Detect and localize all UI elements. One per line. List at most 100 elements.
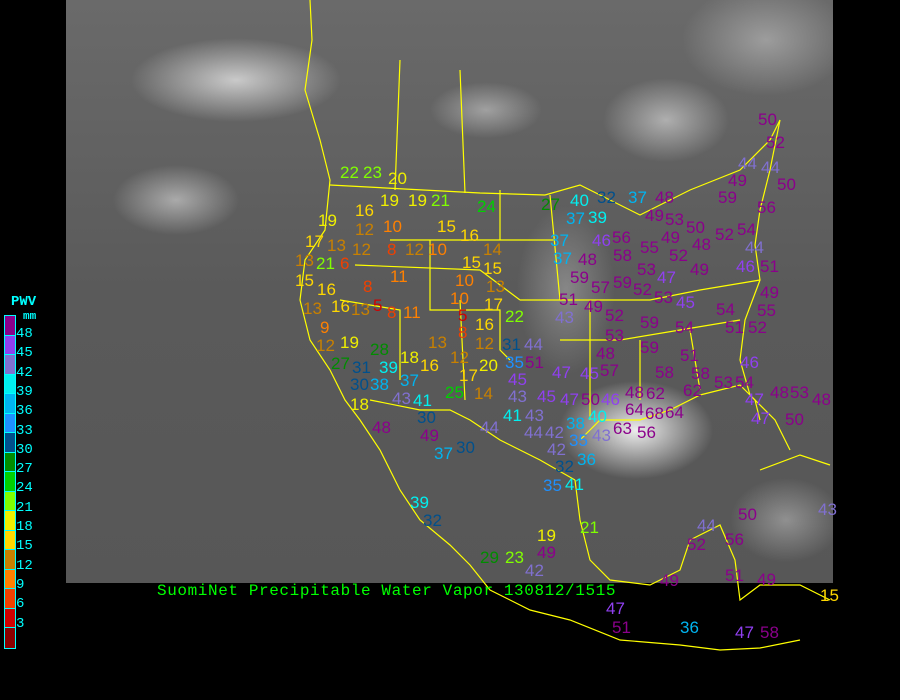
station-pwv-value: 29 [480,548,499,567]
station-pwv-value: 8 [458,323,468,342]
station-pwv-value: 46 [736,257,755,276]
station-pwv-value: 27 [331,354,350,373]
canada-us-border [329,119,781,216]
station-pwv-value: 13 [486,277,505,296]
pwv-color-scale [4,315,16,649]
station-pwv-value: 25 [445,383,464,402]
station-pwv-value: 43 [592,426,611,445]
station-pwv-value: 27 [541,195,560,214]
station-pwv-value: 41 [413,391,432,410]
station-pwv-value: 13 [351,300,370,319]
station-pwv-value: 23 [505,548,524,567]
station-pwv-value: 38 [566,414,585,433]
station-pwv-value: 47 [552,363,571,382]
station-pwv-value: 8 [387,303,397,322]
station-pwv-value: 19 [408,191,427,210]
station-pwv-value: 28 [370,340,389,359]
station-pwv-value: 49 [645,206,664,225]
station-pwv-value: 10 [455,271,474,290]
station-pwv-value: 49 [760,283,779,302]
station-pwv-value: 47 [606,599,625,618]
legend-tick-label: 45 [16,345,33,362]
station-pwv-value: 8 [387,240,397,259]
station-pwv-value: 14 [474,384,493,403]
station-pwv-value: 46 [601,390,620,409]
station-pwv-value: 10 [450,289,469,308]
station-pwv-value: 8 [363,277,373,296]
station-pwv-value: 58 [613,246,632,265]
station-pwv-value: 11 [403,303,421,322]
station-pwv-value: 47 [735,623,754,642]
station-pwv-value: 16 [317,280,336,299]
station-pwv-value: 53 [654,288,673,307]
station-pwv-value: 12 [450,348,469,367]
station-pwv-value: 49 [584,297,603,316]
legend-swatch [5,413,15,433]
legend-swatch [5,628,15,648]
legend-swatch [5,433,15,453]
station-pwv-value: 49 [660,571,679,590]
legend-tick-label: 3 [16,615,25,632]
legend-swatch [5,569,15,589]
station-pwv-value: 43 [818,500,837,519]
station-pwv-value: 51 [559,290,578,309]
station-pwv-value: 57 [591,278,610,297]
station-pwv-value: 50 [581,390,600,409]
station-pwv-value: 54 [675,318,694,337]
legend-swatch [5,550,15,570]
station-pwv-value: 18 [400,348,419,367]
legend-swatch [5,530,15,550]
station-pwv-value: 51 [725,318,744,337]
station-pwv-value: 43 [392,389,411,408]
station-pwv-value: 13 [428,333,447,352]
station-pwv-value: 52 [605,306,624,325]
station-pwv-value: 30 [456,438,475,457]
station-pwv-value: 47 [560,390,579,409]
station-pwv-value: 48 [372,418,391,437]
legend-tick-label: 9 [16,576,25,593]
station-pwv-value: 58 [691,364,710,383]
station-pwv-value: 31 [502,335,521,354]
station-pwv-value: 24 [477,197,496,216]
station-pwv-value: 51 [680,346,699,365]
station-pwv-value: 43 [525,406,544,425]
station-pwv-value: 44 [697,516,716,535]
station-pwv-value: 44 [761,158,780,177]
legend-tick-label: 36 [16,403,33,420]
station-pwv-value: 23 [363,163,382,182]
station-pwv-value: 51 [612,618,631,637]
station-pwv-value: 45 [676,293,695,312]
station-pwv-value: 48 [625,383,644,402]
station-pwv-value: 19 [537,526,556,545]
station-pwv-value: 53 [790,383,809,402]
state-lines [339,59,761,420]
station-pwv-value: 35 [505,353,524,372]
station-pwv-value: 52 [715,225,734,244]
legend-tick-label: 12 [16,557,33,574]
station-pwv-value: 16 [475,315,494,334]
station-pwv-value: 21 [316,254,335,273]
station-pwv-value: 35 [569,431,588,450]
station-pwv-value: 30 [350,375,369,394]
station-pwv-value: 37 [566,209,585,228]
station-pwv-value: 30 [417,408,436,427]
station-pwv-value: 47 [751,409,770,428]
station-pwv-value: 58 [760,623,779,642]
legend-tick-label: 27 [16,461,33,478]
station-pwv-value: 21 [580,518,599,537]
station-pwv-value: 68 [645,404,664,423]
station-pwv-value: 36 [680,618,699,637]
station-pwv-value: 40 [588,407,607,426]
station-pwv-value: 59 [718,188,737,207]
station-pwv-value: 18 [350,395,369,414]
station-pwv-value: 10 [383,217,402,236]
satellite-image [66,0,833,583]
station-pwv-value: 52 [633,280,652,299]
station-pwv-value: 48 [578,250,597,269]
station-pwv-value: 39 [588,208,607,227]
station-pwv-value: 19 [318,211,337,230]
station-pwv-value: 50 [738,505,757,524]
station-pwv-value: 41 [503,406,522,425]
legend-swatch [5,335,15,355]
station-pwv-value: 32 [597,188,616,207]
